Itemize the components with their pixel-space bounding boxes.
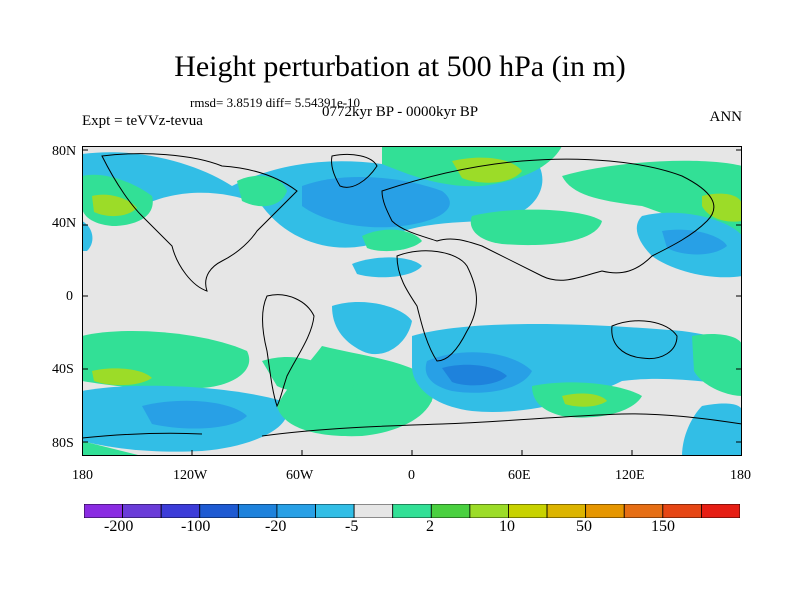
field-blue-light-tropical-atlantic: [352, 257, 422, 278]
field-blue-mid-northeast: [662, 229, 727, 255]
field-green-mid: [362, 229, 422, 252]
colorbar-label-8: 150: [651, 518, 675, 535]
colorbar-swatch-3: [160, 504, 201, 518]
colorbar-label-4: -5: [345, 518, 359, 535]
coast-south-america: [262, 294, 315, 408]
lon-label-60e: 60E: [508, 468, 531, 483]
period-label: 0772kyr BP - 0000kyr BP: [322, 104, 479, 120]
field-yellow-green-north: [452, 157, 522, 183]
map-panel: [82, 146, 742, 456]
colorbar-label-1: -200: [104, 518, 134, 535]
colorbar-swatch-7: [315, 504, 355, 518]
field-green-southwest-edge: [82, 441, 142, 456]
colorbar-swatch-6: [276, 504, 316, 518]
lat-label-40s: 40S: [52, 362, 74, 377]
colorbar-swatch-15: [623, 504, 664, 518]
season-label: ANN: [709, 109, 743, 125]
colorbar-swatch-10: [430, 504, 471, 518]
lat-label-80s: 80S: [52, 436, 74, 451]
field-green-eurasia: [470, 209, 602, 246]
experiment-label: Expt = teVVz-tevua: [82, 113, 203, 129]
colorbar-swatch-1: [84, 504, 123, 518]
field-blue-mid-south-pacific: [142, 400, 247, 429]
colorbar-swatch-14: [585, 504, 625, 518]
field-blue-light-southeast: [682, 403, 742, 456]
field-anomaly: [82, 146, 742, 456]
colorbar-swatch-16: [662, 504, 702, 518]
lon-label-180w: 180: [72, 468, 93, 483]
colorbar-swatch-11: [469, 504, 509, 518]
colorbar-swatch-17: [701, 504, 740, 518]
colorbar-swatch-13: [546, 504, 587, 518]
field-yellow-green-west: [92, 194, 137, 217]
lon-label-120e: 120E: [615, 468, 645, 483]
colorbar-swatch-5: [237, 504, 278, 518]
coast-eurasia: [381, 158, 715, 281]
colorbar-label-6: 10: [499, 518, 515, 535]
colorbar-swatch-2: [122, 504, 162, 518]
lat-label-0: 0: [66, 289, 73, 304]
field-blue-dark-southern-ocean: [442, 364, 507, 386]
lon-label-60w: 60W: [286, 468, 314, 483]
field-green-southeast: [692, 334, 742, 396]
colorbar-label-5: 2: [426, 518, 434, 535]
lon-label-0: 0: [408, 468, 415, 483]
colorbar-label-7: 50: [576, 518, 592, 535]
coastlines: [82, 153, 742, 439]
coast-greenland: [331, 153, 378, 188]
colorbar-swatch-9: [392, 504, 432, 518]
colorbar-label-2: -100: [181, 518, 211, 535]
lon-label-180e: 180: [730, 468, 751, 483]
colorbar-swatch-4: [199, 504, 239, 518]
field-green-atlantic: [237, 175, 287, 207]
lon-label-120w: 120W: [173, 468, 208, 483]
colorbar: [84, 504, 740, 518]
coast-north-america: [101, 153, 298, 292]
coast-antarctica: [82, 413, 742, 439]
stats-label: rmsd= 3.8519 diff= 5.54391e-10: [190, 95, 361, 110]
field-blue-light-northwest: [82, 221, 93, 251]
field-green-south-atlantic: [352, 381, 432, 417]
plot-title: Height perturbation at 500 hPa (in m): [174, 50, 626, 83]
colorbar-swatch-12: [508, 504, 548, 518]
coast-australia: [611, 320, 678, 360]
field-blue-light-south-atlantic: [332, 301, 412, 355]
field-yellow-green-south-pacific: [92, 368, 152, 386]
lat-label-40n: 40N: [52, 216, 77, 231]
map-ticks: [82, 149, 742, 456]
coast-africa: [396, 250, 477, 362]
colorbar-swatch-8: [353, 504, 394, 518]
colorbar-label-3: -20: [265, 518, 287, 535]
field-blue-mid-north: [302, 176, 450, 228]
lat-label-80n: 80N: [52, 144, 77, 159]
field-yellow-green-southern-ocean-east: [562, 393, 607, 407]
